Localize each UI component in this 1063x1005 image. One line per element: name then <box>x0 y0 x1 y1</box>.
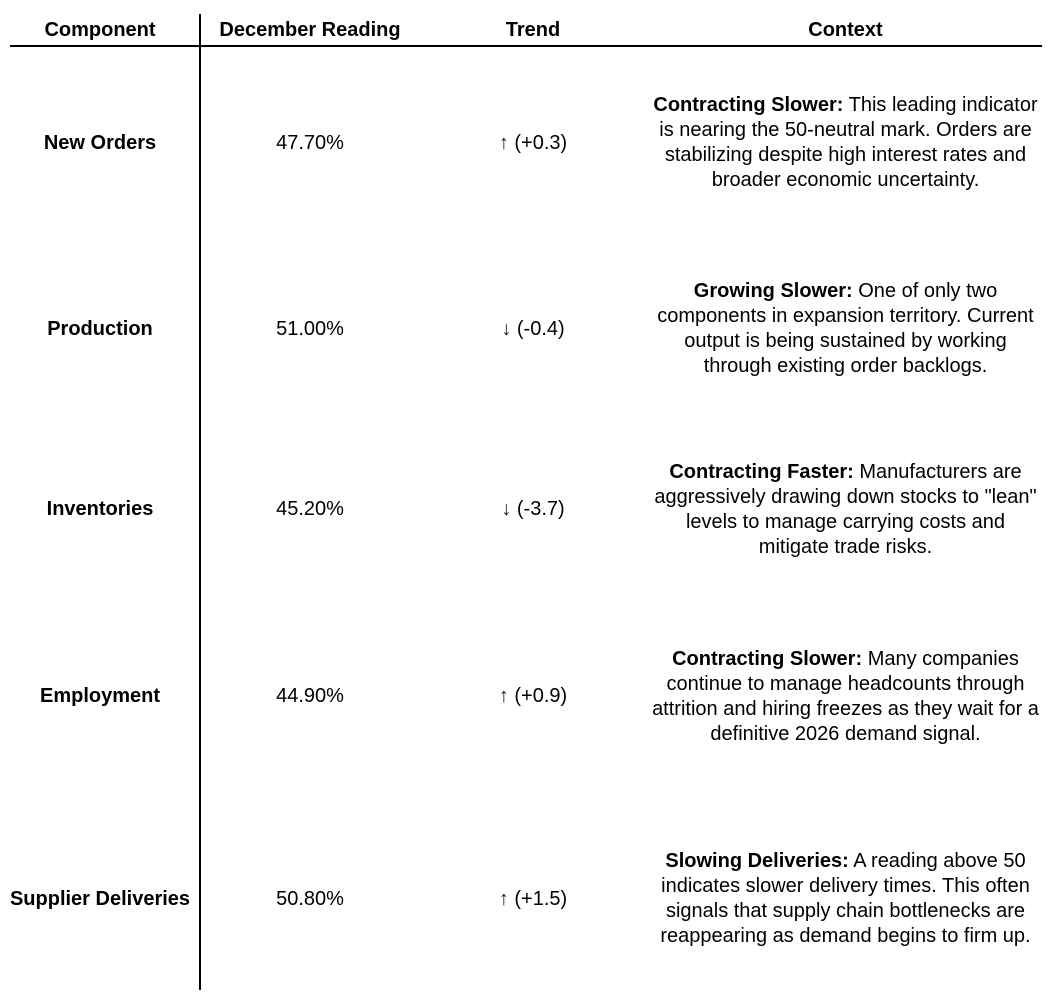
context-text: Contracting Faster: Manufacturers are ag… <box>650 460 1042 560</box>
column-divider-line <box>199 14 201 990</box>
context-label: Growing Slower: <box>693 280 853 302</box>
trend-cell: ↓ (-0.4) <box>420 318 646 341</box>
context-label: Contracting Slower: <box>672 647 863 670</box>
december-reading-value: 50.80% <box>276 887 344 910</box>
december-reading-value: 44.90% <box>276 685 344 707</box>
context-label: Slowing Deliveries: <box>665 850 849 872</box>
context-body: Many companies continue to manage headco… <box>652 647 1039 745</box>
context-cell: Contracting Slower: This leading indicat… <box>646 93 1063 193</box>
trend-up-icon: ↑ <box>498 131 509 154</box>
trend-cell: ↑ (+0.3) <box>420 132 646 155</box>
context-cell: Contracting Slower: Many companies conti… <box>646 647 1063 747</box>
component-name: Production <box>47 317 153 340</box>
context-body: A reading above 50 indicates slower deli… <box>660 850 1031 947</box>
column-header-trend: Trend <box>505 19 561 41</box>
table-row: Supplier Deliveries 50.80% ↑ (+1.5) Slow… <box>0 793 1063 1005</box>
component-name: Employment <box>39 685 161 707</box>
context-text: Contracting Slower: Many companies conti… <box>650 647 1042 747</box>
column-header-component: Component <box>44 19 156 41</box>
trend-down-icon: ↓ <box>501 317 512 340</box>
december-reading-value: 51.00% <box>276 317 344 340</box>
context-body: This leading indicator is nearing the 50… <box>659 94 1038 191</box>
column-header-december-reading: December Reading <box>219 19 401 41</box>
table-row: Production 51.00% ↓ (-0.4) Growing Slowe… <box>0 239 1063 419</box>
header-underline <box>10 45 1042 47</box>
context-body: Manufacturers are aggressively drawing d… <box>654 460 1037 558</box>
context-label: Contracting Slower: <box>653 94 844 116</box>
context-cell: Growing Slower: One of only two componen… <box>646 279 1063 379</box>
trend-up-icon: ↑ <box>498 887 509 910</box>
context-text: Slowing Deliveries: A reading above 50 i… <box>650 849 1042 949</box>
trend-up-icon: ↑ <box>498 685 509 707</box>
component-name: Supplier Deliveries <box>9 887 191 910</box>
context-body: One of only two components in expansion … <box>657 280 1034 377</box>
column-header-context: Context <box>646 19 1063 42</box>
component-name: New Orders <box>43 131 157 154</box>
december-reading-value: 47.70% <box>276 131 344 154</box>
context-cell: Contracting Faster: Manufacturers are ag… <box>646 460 1063 560</box>
table-row: New Orders 47.70% ↑ (+0.3) Contracting S… <box>0 47 1063 239</box>
trend-change-value: (-3.7) <box>516 498 565 520</box>
column-header-context-label: Context <box>808 19 883 41</box>
trend-change-value: (+1.5) <box>514 887 568 910</box>
context-text: Growing Slower: One of only two componen… <box>650 279 1042 379</box>
december-reading-value: 45.20% <box>276 498 344 520</box>
trend-change-value: (-0.4) <box>516 317 565 340</box>
component-name: Inventories <box>46 498 154 520</box>
context-label: Contracting Faster: <box>669 460 854 483</box>
table-header-row: Component December Reading Trend Context <box>0 0 1063 47</box>
context-cell: Slowing Deliveries: A reading above 50 i… <box>646 849 1063 949</box>
trend-cell: ↓ (-3.7) <box>420 498 646 521</box>
context-text: Contracting Slower: This leading indicat… <box>650 93 1042 193</box>
table-row: Inventories 45.20% ↓ (-3.7) Contracting … <box>0 419 1063 600</box>
trend-change-value: (+0.9) <box>514 685 568 707</box>
trend-cell: ↑ (+0.9) <box>420 685 646 708</box>
trend-down-icon: ↓ <box>501 498 512 520</box>
table-row: Employment 44.90% ↑ (+0.9) Contracting S… <box>0 600 1063 793</box>
trend-change-value: (+0.3) <box>514 131 568 154</box>
trend-cell: ↑ (+1.5) <box>420 888 646 911</box>
